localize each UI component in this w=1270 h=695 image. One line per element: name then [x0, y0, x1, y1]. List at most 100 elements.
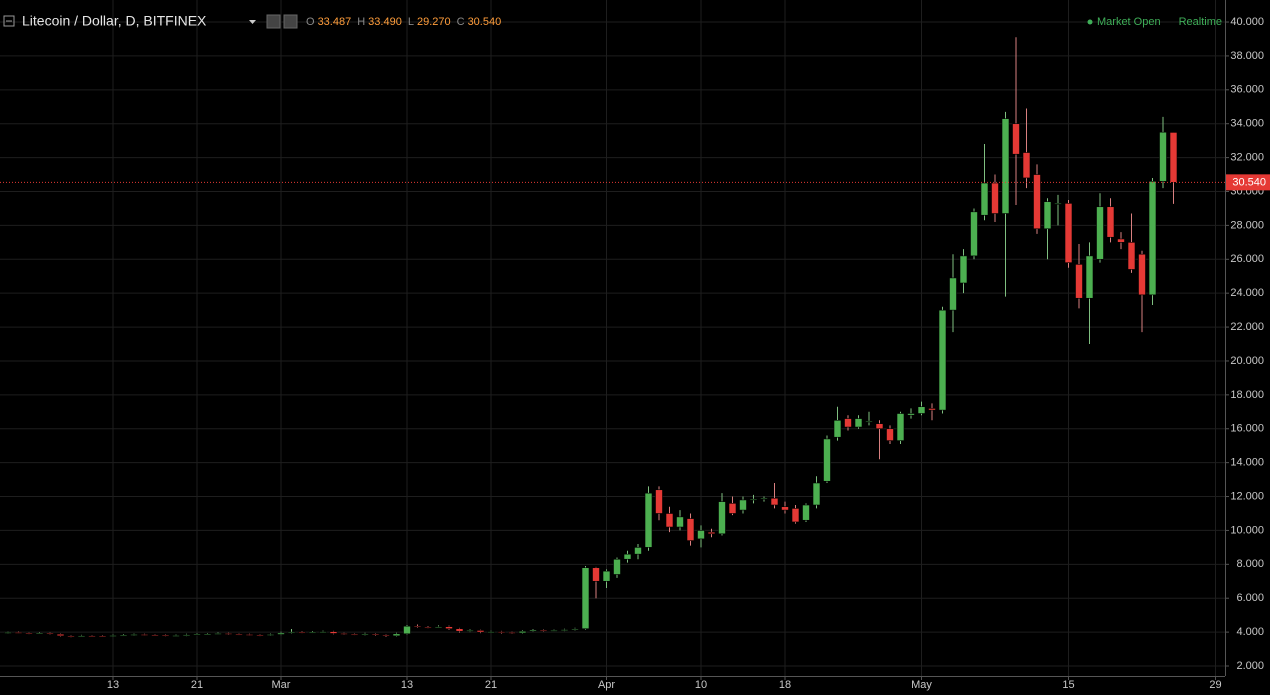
candle-body [529, 629, 537, 632]
candle-body [581, 567, 590, 630]
candle-body [151, 634, 159, 637]
candle-body [434, 626, 443, 628]
candle-body [1096, 206, 1104, 260]
y-tick-label: 14.000 [1230, 457, 1264, 469]
y-tick-label: 22.000 [1230, 321, 1264, 333]
candle-body [938, 309, 947, 411]
candle-body [1064, 203, 1073, 263]
candle-body [277, 632, 285, 635]
candle-body [907, 413, 915, 416]
dropdown-arrow[interactable] [249, 20, 256, 24]
ohlc-value: 33.490 [368, 16, 402, 28]
candle-body [1106, 206, 1115, 238]
y-tick-label: 24.000 [1230, 287, 1264, 299]
candle-body [676, 516, 684, 528]
candle-body [991, 182, 999, 214]
candle-body [98, 635, 107, 638]
candle-body [781, 506, 789, 511]
settings-button[interactable] [266, 14, 281, 29]
candle-body [949, 277, 957, 311]
candle-body [224, 633, 233, 635]
candle-body [329, 631, 338, 634]
candle-body [623, 553, 632, 560]
y-tick-label: 6.000 [1236, 592, 1264, 604]
candle-body [214, 633, 222, 635]
ohlc-value: 33.487 [318, 16, 352, 28]
candle-body [119, 634, 128, 637]
candle-body [476, 630, 485, 633]
candle-body [970, 211, 978, 257]
candle-body [35, 632, 44, 635]
candle-body [25, 632, 33, 635]
candle-body [77, 635, 86, 637]
candle-body [812, 482, 821, 506]
candle-body [791, 508, 800, 523]
candle-body [844, 418, 852, 428]
y-tick-label: 38.000 [1230, 50, 1264, 62]
x-tick-label: May [911, 679, 932, 691]
x-tick-label: 13 [401, 679, 413, 691]
y-tick-label: 20.000 [1230, 355, 1264, 367]
candle-body [802, 504, 810, 521]
candle-body [424, 626, 432, 629]
candle-body [455, 628, 464, 632]
candle-body [613, 558, 621, 575]
candle-body [308, 631, 317, 634]
candle-body [655, 489, 663, 514]
candle-body [382, 634, 390, 637]
header: Litecoin / Dollar, D, BITFINEX O 33.487 H 3… [3, 13, 1222, 29]
candle-body [602, 570, 611, 582]
format-button[interactable] [283, 14, 298, 29]
candle-body [550, 630, 558, 632]
candle-body [1148, 181, 1157, 296]
candle-body [854, 418, 863, 428]
x-tick-label: 29 [1209, 679, 1221, 691]
candle-body [833, 419, 842, 438]
candle-body [686, 518, 695, 541]
x-tick-label: 18 [779, 679, 791, 691]
candle-body [1127, 242, 1136, 270]
candle-body [896, 413, 905, 441]
candle-body [1022, 152, 1031, 179]
candle-body [67, 635, 75, 638]
candle-body [980, 182, 989, 216]
candle-body [634, 547, 642, 555]
candle-body [959, 255, 968, 284]
candle-body [130, 634, 138, 636]
candle-body [340, 633, 348, 635]
candle-body [266, 634, 275, 636]
ohlc-key: H [357, 16, 365, 28]
candle-body [161, 634, 170, 637]
candle-body [1043, 201, 1052, 230]
candle-body [1138, 253, 1146, 296]
ohlc-readout: O 33.487 H 33.490 L 29.270 C 30.540 [306, 16, 501, 28]
x-tick-label: 21 [191, 679, 203, 691]
candle-body [298, 631, 306, 634]
ohlc-key: L [408, 16, 414, 28]
y-tick-label: 36.000 [1230, 84, 1264, 96]
candles [4, 37, 1178, 638]
candle-body [728, 503, 737, 514]
candle-body [361, 633, 369, 636]
overlay: 30.540 [0, 174, 1270, 191]
y-tick-label: 16.000 [1230, 423, 1264, 435]
candle-body [823, 438, 831, 482]
candle-body [1117, 238, 1125, 243]
candle-body [497, 631, 506, 633]
candle-body [749, 498, 758, 501]
collapse-icon[interactable] [3, 15, 15, 27]
candle-body [928, 408, 936, 411]
x-tick-label: 13 [107, 679, 119, 691]
y-tick-label: 10.000 [1230, 524, 1264, 536]
y-tick-label: 26.000 [1230, 253, 1264, 265]
candle-body [1075, 264, 1083, 299]
y-tick-label: 32.000 [1230, 152, 1264, 164]
candle-body [1001, 118, 1010, 214]
candle-body [287, 631, 296, 634]
x-tick-label: 21 [485, 679, 497, 691]
candle-body [1033, 174, 1041, 230]
